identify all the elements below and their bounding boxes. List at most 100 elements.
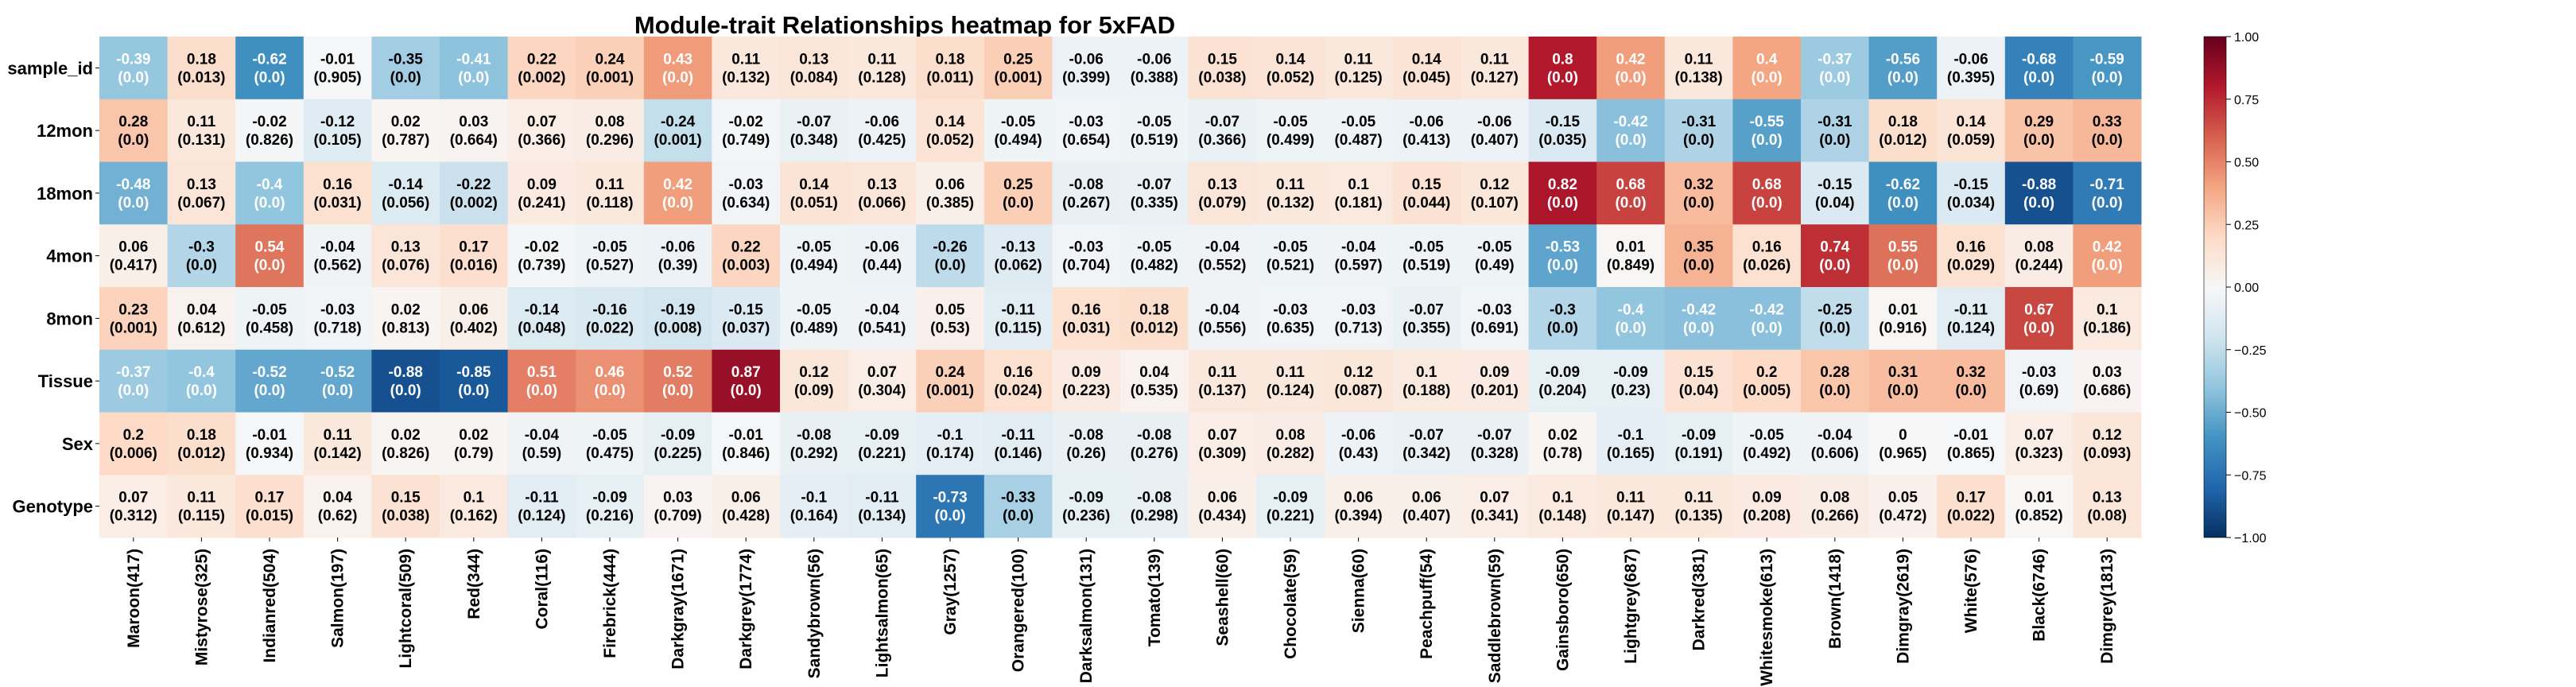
cell-pvalue-label: (0.107): [1471, 195, 1519, 212]
cell-pvalue-label: (0.022): [586, 320, 634, 336]
cell-pvalue-label: (0.787): [382, 132, 429, 149]
heatmap-cell: [235, 161, 305, 225]
cell-pvalue-label: (0.244): [2015, 258, 2062, 274]
heatmap-cell: [1528, 224, 1597, 288]
cell-correlation-label: 0.11: [596, 177, 624, 193]
colorbar-gradient: [2203, 36, 2227, 538]
cell-pvalue-label: (0.0): [1887, 69, 1918, 86]
heatmap-cell: [440, 412, 509, 475]
heatmap-cell: [1188, 161, 1257, 225]
heatmap-cell: [643, 287, 712, 351]
row-label: 4mon: [46, 246, 93, 266]
cell-pvalue-label: (0.0): [1887, 382, 1918, 399]
heatmap-cell: [1732, 349, 1802, 413]
cell-correlation-label: 0.04: [187, 301, 216, 318]
heatmap-cell: [1461, 161, 1530, 225]
heatmap-cell: [780, 475, 849, 538]
heatmap-cell: [235, 475, 305, 538]
heatmap-cell: [2073, 349, 2142, 413]
cell-correlation-label: 0.42: [663, 177, 692, 193]
cell-pvalue-label: (0.241): [518, 195, 565, 212]
cell-correlation-label: 0.15: [1684, 364, 1713, 381]
heatmap-cell: [371, 475, 440, 538]
cell-pvalue-label: (0.0): [1547, 258, 1578, 274]
heatmap-cell: [1868, 287, 1938, 351]
cell-pvalue-label: (0.562): [313, 258, 361, 274]
heatmap-cell: [916, 224, 985, 288]
cell-correlation-label: 0.46: [596, 364, 625, 381]
heatmap-cell: [167, 287, 236, 351]
heatmap-cell: [712, 412, 781, 475]
cell-pvalue-label: (0.0): [1683, 195, 1714, 212]
heatmap-cell: [643, 99, 712, 162]
cell-correlation-label: 0.07: [1208, 427, 1237, 444]
cell-pvalue-label: (0.006): [110, 445, 157, 462]
heatmap-cell: [1937, 224, 2006, 288]
heatmap-cell: [1732, 161, 1802, 225]
heatmap-cell: [576, 37, 645, 100]
cell-pvalue-label: (0.0): [1615, 69, 1646, 86]
cell-correlation-label: -0.24: [661, 114, 696, 130]
heatmap-cell: [1256, 37, 1325, 100]
heatmap-cell: [1052, 161, 1121, 225]
cell-pvalue-label: (0.849): [1607, 258, 1655, 274]
cell-pvalue-label: (0.276): [1131, 445, 1178, 462]
heatmap-cell: [1868, 224, 1938, 288]
cell-pvalue-label: (0.597): [1334, 258, 1382, 274]
cell-pvalue-label: (0.852): [2015, 508, 2062, 525]
cell-pvalue-label: (0.012): [177, 445, 225, 462]
cell-pvalue-label: (0.552): [1198, 258, 1246, 274]
cell-correlation-label: -0.07: [1137, 177, 1171, 193]
heatmap-cell: [1801, 349, 1870, 413]
cell-pvalue-label: (0.298): [1131, 508, 1178, 525]
cell-pvalue-label: (0.399): [1062, 69, 1110, 86]
heatmap-cell: [1392, 37, 1461, 100]
cell-pvalue-label: (0.024): [994, 382, 1042, 399]
cell-pvalue-label: (0.0): [1615, 132, 1646, 149]
cell-correlation-label: -0.3: [1550, 301, 1576, 318]
cell-pvalue-label: (0.43): [1339, 445, 1379, 462]
heatmap-cell: [916, 37, 985, 100]
cell-correlation-label: -0.48: [116, 177, 150, 193]
heatmap-cell: [1596, 349, 1666, 413]
cell-correlation-label: 0.06: [1208, 490, 1237, 507]
cell-correlation-label: 0.11: [731, 51, 760, 68]
cell-pvalue-label: (0.0): [1547, 195, 1578, 212]
heatmap-cell: [2004, 287, 2074, 351]
heatmap-cell: [848, 37, 917, 100]
cell-pvalue-label: (0.087): [1334, 382, 1382, 399]
cell-correlation-label: 0.12: [1480, 177, 1509, 193]
heatmap-cell: [440, 37, 509, 100]
cell-pvalue-label: (0.013): [177, 69, 225, 86]
heatmap-cell: [780, 37, 849, 100]
heatmap-cell: [1324, 287, 1393, 351]
cell-pvalue-label: (0.0): [934, 508, 965, 525]
cell-pvalue-label: (0.865): [1947, 445, 1995, 462]
cell-pvalue-label: (0.53): [930, 320, 970, 336]
cell-pvalue-label: (0.23): [1611, 382, 1651, 399]
heatmap-cell: [1120, 287, 1189, 351]
heatmap-cell: [1528, 349, 1597, 413]
heatmap-cell: [576, 161, 645, 225]
cell-pvalue-label: (0.035): [1538, 132, 1586, 149]
row-label: sample_id: [7, 58, 93, 78]
cell-correlation-label: -0.06: [1410, 114, 1444, 130]
column-label: Mistyrose(325): [192, 549, 211, 666]
cell-pvalue-label: (0.556): [1198, 320, 1246, 336]
column-label: Lightcoral(509): [397, 549, 415, 669]
cell-pvalue-label: (0.472): [1879, 508, 1926, 525]
heatmap-cell: [2073, 161, 2142, 225]
heatmap-cell: [1324, 349, 1393, 413]
column-label: Coral(116): [533, 549, 551, 630]
cell-pvalue-label: (0.056): [382, 195, 429, 212]
cell-pvalue-label: (0.051): [790, 195, 838, 212]
heatmap-cell: [1868, 349, 1938, 413]
cell-correlation-label: -0.06: [1137, 51, 1171, 68]
heatmap-cell: [1052, 349, 1121, 413]
cell-correlation-label: -0.26: [933, 239, 967, 256]
cell-correlation-label: -0.11: [1954, 301, 1988, 318]
cell-pvalue-label: (0.003): [722, 258, 770, 274]
heatmap-cell: [983, 412, 1053, 475]
heatmap-cell: [1052, 224, 1121, 288]
cell-correlation-label: 0.14: [936, 114, 965, 130]
